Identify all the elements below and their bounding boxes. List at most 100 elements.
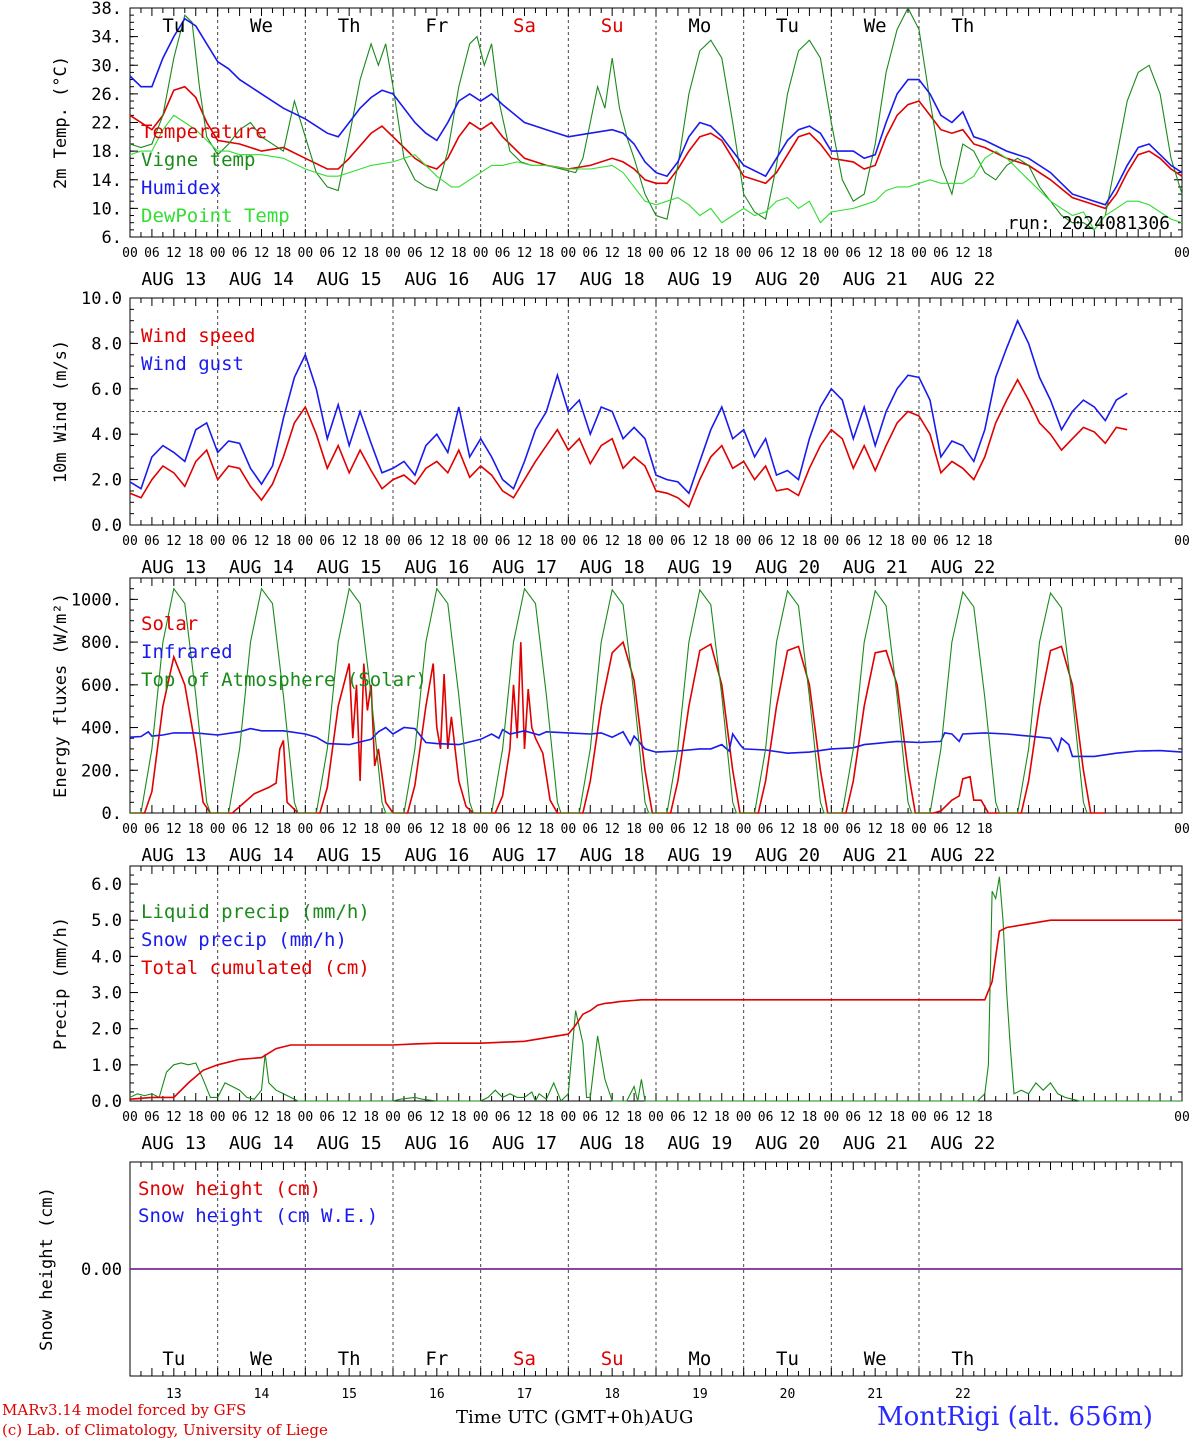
hour-tick-label: 12: [692, 534, 708, 549]
weekday-label-bottom: Sa: [513, 1348, 536, 1370]
date-label: AUG 20: [755, 1133, 820, 1154]
hour-tick-label: 12: [341, 246, 357, 261]
date-label: AUG 18: [580, 845, 645, 866]
day-number-label: 21: [867, 1387, 883, 1402]
y-tick-label: 2.0: [91, 471, 122, 491]
date-label: AUG 19: [667, 557, 732, 578]
hour-tick-label: 06: [582, 822, 598, 837]
hour-tick-label: 06: [232, 822, 248, 837]
hour-tick-label: 00: [561, 822, 577, 837]
hour-tick-label: 00: [824, 1110, 840, 1125]
weekday-label-bottom: Th: [338, 1348, 361, 1370]
hour-tick-label: 12: [604, 822, 620, 837]
day-number-label: 20: [780, 1387, 796, 1402]
credit-line-model: MARv3.14 model forced by GFS: [2, 1401, 247, 1419]
hour-tick-label: 00: [736, 534, 752, 549]
hour-tick-label: 00: [824, 534, 840, 549]
y-tick-label: 0.00: [81, 1260, 122, 1280]
weekday-label-top: Tu: [162, 15, 185, 37]
date-label: AUG 14: [229, 1133, 294, 1154]
hour-tick-label: 06: [144, 246, 160, 261]
hour-tick-label: 12: [166, 822, 182, 837]
day-number-label: 16: [429, 1387, 445, 1402]
hour-tick-label: 00: [385, 534, 401, 549]
weekday-label-top: Fr: [425, 15, 448, 37]
day-number-label: 13: [166, 1387, 182, 1402]
hour-tick-label: 18: [276, 1110, 292, 1125]
hour-tick-label: 00: [648, 246, 664, 261]
hour-tick-label: 06: [495, 1110, 511, 1125]
weekday-label-bottom: We: [250, 1348, 273, 1370]
date-label: AUG 13: [141, 1133, 206, 1154]
y-tick-label: 3.0: [91, 984, 122, 1004]
hour-tick-label: 00: [1174, 246, 1190, 261]
series-line-solar: [130, 640, 1106, 814]
hour-tick-label: 06: [845, 1110, 861, 1125]
weekday-label-top: Su: [601, 15, 624, 37]
hour-tick-label: 18: [626, 822, 642, 837]
hour-tick-label: 00: [210, 534, 226, 549]
weekday-label-bottom: Mo: [688, 1348, 711, 1370]
weekday-label-bottom: We: [864, 1348, 887, 1370]
hour-tick-label: 12: [955, 534, 971, 549]
y-axis-label: Precip (mm/h): [51, 917, 71, 1050]
hour-tick-label: 18: [451, 534, 467, 549]
hour-tick-label: 00: [122, 534, 138, 549]
hour-tick-label: 06: [670, 1110, 686, 1125]
hour-tick-label: 00: [210, 822, 226, 837]
hour-tick-label: 18: [539, 1110, 555, 1125]
hour-tick-label: 18: [977, 822, 993, 837]
date-label: AUG 13: [141, 557, 206, 578]
hour-tick-label: 12: [780, 822, 796, 837]
hour-tick-label: 06: [845, 822, 861, 837]
series-line-liquid-precip-mm-h-: [129, 876, 1182, 1103]
hour-tick-label: 12: [254, 1110, 270, 1125]
hour-tick-label: 12: [517, 822, 533, 837]
legend-entry: Total cumulated (cm): [141, 957, 370, 979]
hour-tick-label: 12: [517, 534, 533, 549]
hour-tick-label: 00: [561, 1110, 577, 1125]
y-tick-label: 2.0: [91, 1020, 122, 1040]
y-tick-label: 800.: [81, 633, 122, 653]
hour-tick-label: 06: [319, 534, 335, 549]
hour-tick-label: 00: [1174, 534, 1190, 549]
hour-tick-label: 12: [429, 534, 445, 549]
hour-tick-label: 18: [714, 822, 730, 837]
date-label: AUG 16: [404, 1133, 469, 1154]
y-tick-label: 18.: [91, 142, 122, 162]
hour-tick-label: 06: [670, 534, 686, 549]
hour-tick-label: 18: [188, 822, 204, 837]
y-axis-label: 10m Wind (m/s): [51, 340, 71, 483]
hour-tick-label: 06: [582, 1110, 598, 1125]
hour-tick-label: 06: [758, 1110, 774, 1125]
hour-tick-label: 06: [144, 1110, 160, 1125]
hour-tick-label: 12: [692, 246, 708, 261]
hour-tick-label: 18: [363, 534, 379, 549]
hour-tick-label: 00: [473, 822, 489, 837]
weekday-label-bottom: Su: [601, 1348, 624, 1370]
legend-entry: Temperature: [141, 121, 267, 143]
y-tick-label: 0.: [102, 804, 122, 824]
hour-tick-label: 18: [889, 534, 905, 549]
hour-tick-label: 18: [363, 246, 379, 261]
y-axis-label: Energy fluxes (W/m²): [51, 593, 71, 798]
weekday-label-top: We: [864, 15, 887, 37]
hour-tick-label: 00: [1174, 1110, 1190, 1125]
hour-tick-label: 18: [626, 534, 642, 549]
hour-tick-label: 00: [210, 246, 226, 261]
weekday-label-top: Mo: [688, 15, 711, 37]
date-label: AUG 15: [317, 845, 382, 866]
date-label: AUG 21: [843, 845, 908, 866]
hour-tick-label: 06: [670, 822, 686, 837]
hour-tick-label: 12: [955, 246, 971, 261]
day-number-label: 19: [692, 1387, 708, 1402]
y-tick-label: 0.0: [91, 516, 122, 536]
hour-tick-label: 18: [626, 1110, 642, 1125]
hour-tick-label: 18: [276, 822, 292, 837]
hour-tick-label: 12: [166, 1110, 182, 1125]
hour-tick-label: 06: [232, 246, 248, 261]
hour-tick-label: 00: [298, 822, 314, 837]
legend-entry: Solar: [141, 613, 198, 635]
hour-tick-label: 06: [232, 1110, 248, 1125]
series-line-wind-gust: [129, 318, 1128, 495]
